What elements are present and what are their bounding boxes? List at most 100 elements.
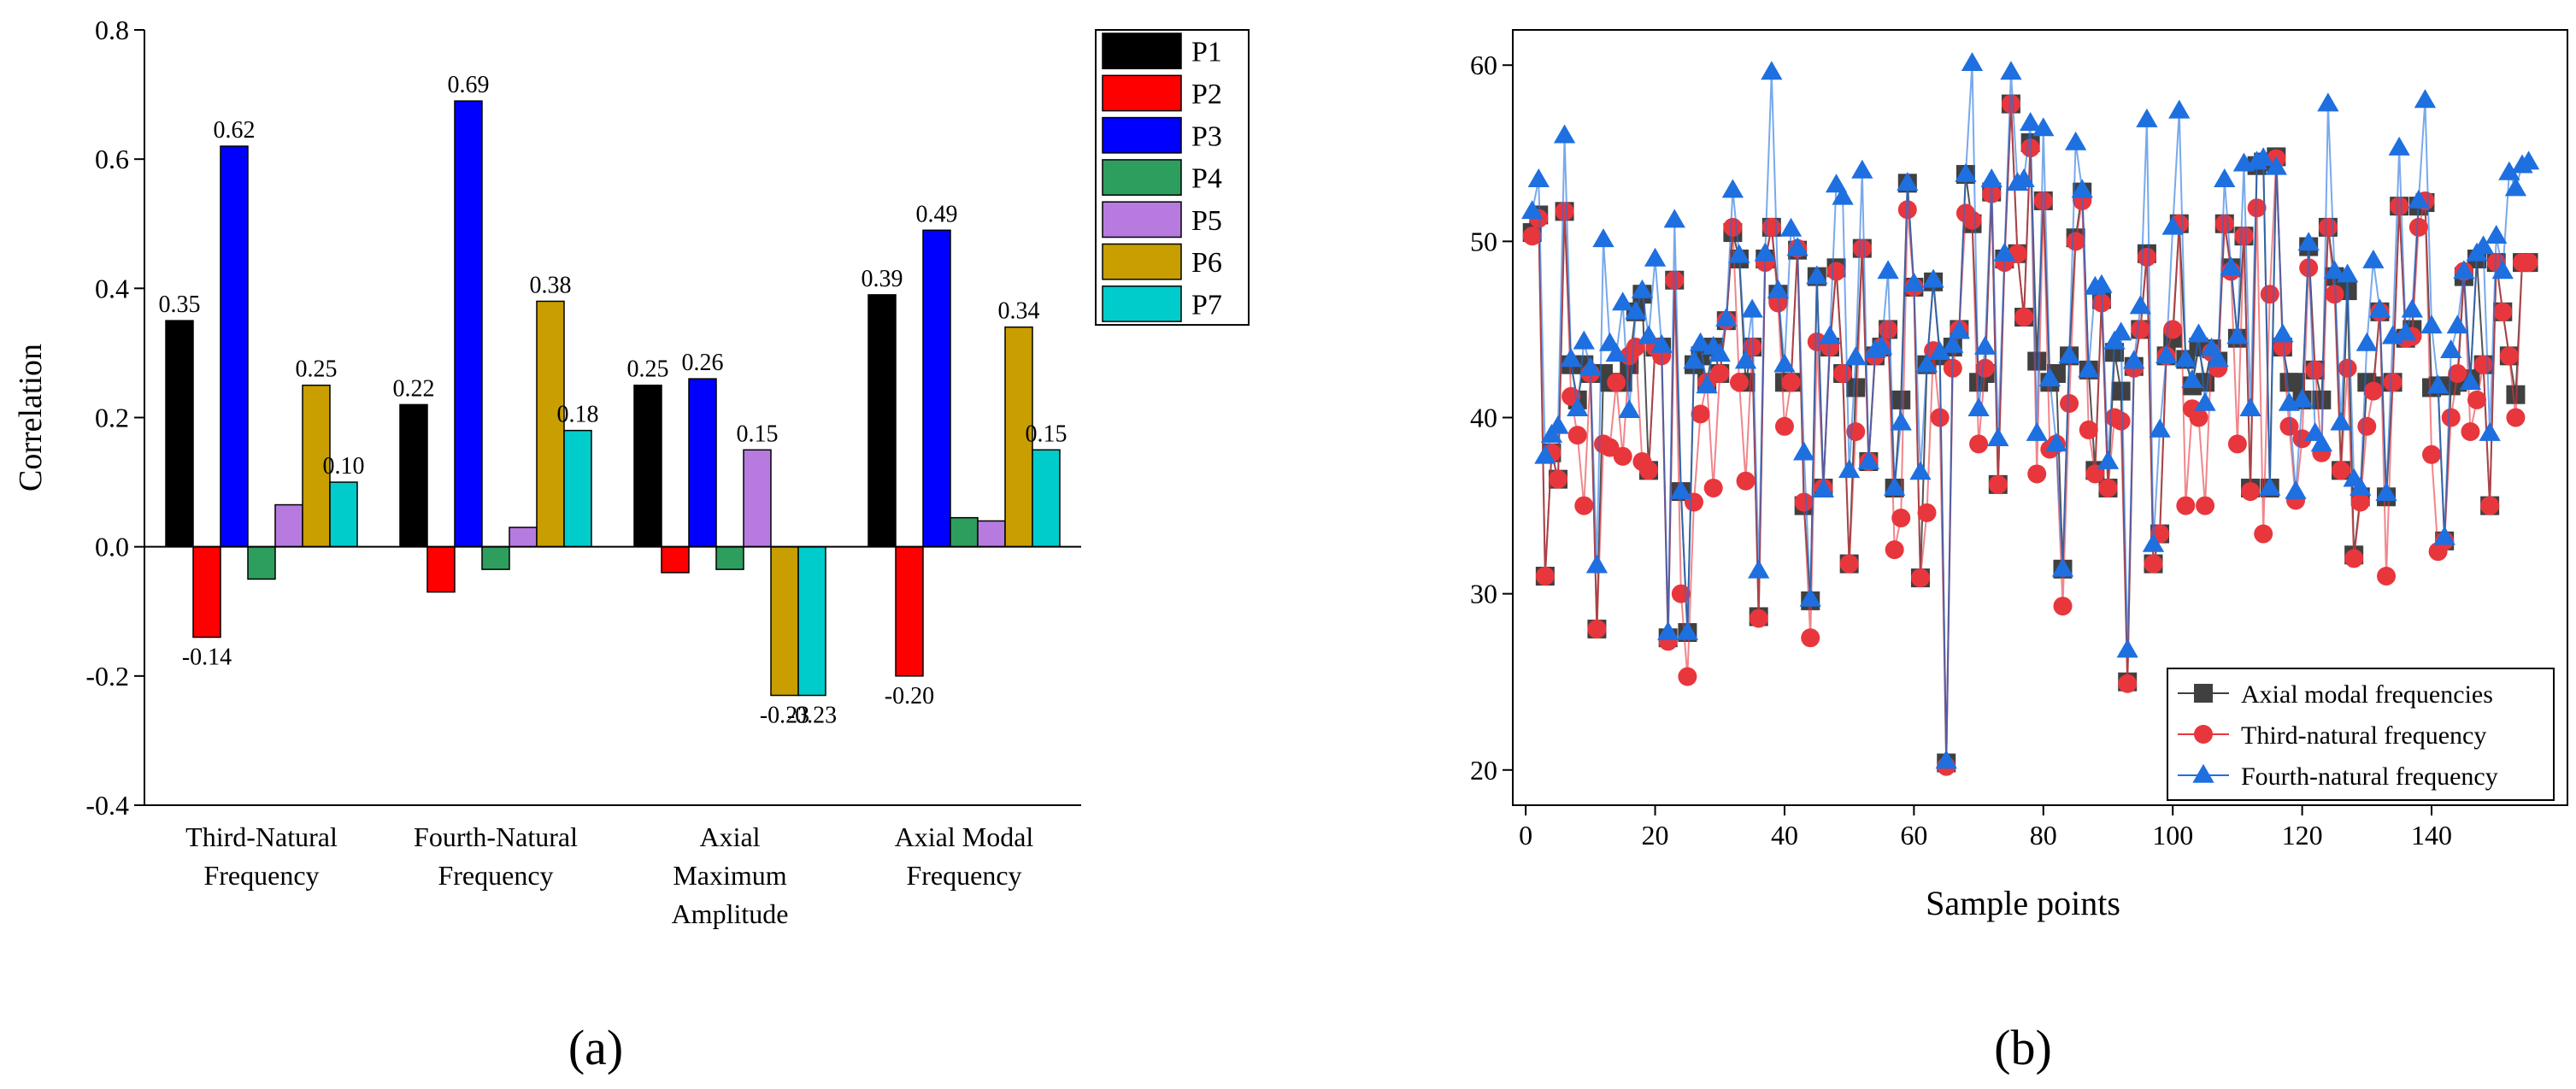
marker (2297, 232, 2320, 251)
marker (1930, 408, 1950, 427)
x-axis-title: Sample points (1926, 884, 2120, 922)
marker (2357, 416, 2377, 436)
value-label: 0.49 (916, 201, 958, 227)
marker (1691, 404, 1710, 424)
marker (1819, 325, 1841, 344)
value-label: 0.62 (214, 117, 256, 144)
bar (481, 545, 510, 570)
bar (563, 429, 592, 548)
marker (2383, 373, 2403, 392)
marker (2292, 429, 2312, 449)
marker (1723, 217, 1743, 237)
marker (2479, 421, 2501, 441)
marker (1553, 124, 1576, 144)
marker (1857, 450, 1880, 469)
marker (2111, 411, 2131, 431)
marker (1917, 503, 1937, 522)
marker (2239, 397, 2261, 416)
marker (1825, 174, 1848, 193)
marker (2189, 408, 2208, 427)
marker (1844, 346, 1867, 366)
marker (2325, 285, 2344, 304)
marker (1915, 353, 1938, 373)
marker (1948, 320, 1971, 339)
bar (536, 300, 565, 548)
marker (2401, 298, 2423, 318)
legend-swatch (1102, 285, 1182, 322)
marker (2038, 367, 2061, 386)
marker (2279, 416, 2299, 436)
bar (715, 545, 744, 570)
value-label: 0.22 (393, 375, 435, 402)
bar (977, 520, 1006, 548)
marker (2026, 421, 2048, 441)
marker (2499, 346, 2519, 366)
x-tick-label: Frequency (203, 860, 319, 891)
marker (2071, 179, 2093, 198)
marker (2155, 344, 2178, 364)
marker (1801, 628, 1820, 648)
marker (1534, 444, 1556, 464)
marker (2181, 369, 2203, 389)
marker (1741, 298, 1763, 318)
marker (1585, 554, 1609, 574)
marker (2350, 476, 2372, 496)
marker (1774, 416, 1794, 436)
marker (2118, 674, 2138, 693)
marker (1618, 399, 1640, 419)
marker (1748, 559, 1770, 579)
y-tick-label: 40 (1470, 403, 1497, 433)
bar (867, 294, 897, 548)
marker (1587, 619, 1607, 639)
marker (2363, 381, 2383, 401)
bar (770, 545, 799, 697)
marker (2194, 725, 2213, 744)
legend-label: P1 (1191, 37, 1222, 68)
x-tick-label: 0 (1519, 820, 1532, 851)
marker (2485, 224, 2508, 244)
marker (1612, 291, 1634, 311)
marker (2388, 136, 2410, 156)
bar (165, 320, 194, 548)
marker (2285, 480, 2307, 499)
marker (2395, 321, 2417, 341)
value-label: 0.35 (159, 291, 201, 318)
bar (220, 145, 249, 548)
marker (1767, 279, 1790, 298)
marker (2058, 344, 2080, 364)
marker (2226, 325, 2249, 344)
x-tick-label: Maximum (673, 860, 786, 891)
marker (2504, 177, 2527, 197)
marker (2136, 108, 2158, 127)
legend-swatch (1102, 32, 1182, 70)
marker (2422, 444, 2442, 464)
marker (2079, 420, 2098, 439)
marker (1567, 426, 1587, 445)
marker (2109, 321, 2132, 341)
marker (2111, 381, 2131, 401)
x-tick-label: Amplitude (672, 898, 789, 929)
marker (2053, 597, 2073, 616)
bar (1032, 449, 1061, 548)
marker (2310, 433, 2332, 452)
marker (1638, 325, 1660, 344)
marker (2448, 363, 2467, 383)
marker (1736, 471, 1756, 491)
marker (1794, 492, 1814, 512)
marker (2291, 388, 2314, 408)
value-label: 0.15 (737, 421, 779, 447)
value-label: -0.14 (182, 644, 232, 670)
marker (2506, 408, 2526, 427)
marker (1683, 350, 1705, 369)
bar (950, 516, 979, 548)
marker (2390, 197, 2409, 216)
marker (2019, 112, 2042, 132)
marker (1535, 567, 1555, 586)
value-label: -0.20 (885, 683, 934, 709)
marker (1987, 427, 2009, 447)
marker (2045, 433, 2067, 452)
value-label: 0.15 (1026, 421, 1067, 447)
marker (2355, 332, 2378, 351)
marker (1786, 237, 1808, 256)
